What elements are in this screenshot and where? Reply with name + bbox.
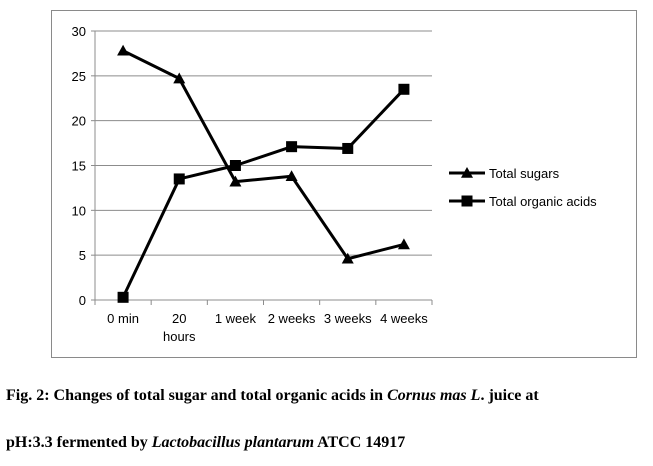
data-point-total-sugars (397, 238, 410, 250)
x-tick-labels: 0 min 20 hours 1 week 2 weeks 3 weeks 4 weeks (107, 311, 428, 344)
data-point-total-organic-acids (173, 173, 185, 185)
data-point-total-sugars (117, 44, 130, 56)
data-point-total-organic-acids (398, 83, 410, 95)
x-tick-label: 20 hours (163, 311, 196, 344)
x-tick-label: 2 weeks (268, 311, 316, 326)
axes (91, 30, 433, 305)
legend-label-total-sugars: Total sugars (489, 166, 560, 181)
line-chart: 0 5 10 15 20 25 30 0 min 20 hours 1 week 2 weeks 3 … (72, 24, 598, 344)
y-tick-label: 5 (79, 248, 86, 263)
y-tick-labels: 0 5 10 15 20 25 30 (72, 24, 86, 308)
caption-organism: Lactobacillus plantarum (151, 434, 315, 451)
grid-lines (95, 30, 432, 256)
data-point-total-sugars (341, 252, 354, 264)
caption-line-1: Fig. 2: Changes of total sugar and total… (6, 372, 646, 419)
data-point-total-sugars (285, 170, 298, 182)
x-tick-label: 1 week (215, 311, 257, 326)
caption-line-2: pH:3.3 fermented by Lactobacillus planta… (6, 419, 646, 466)
legend: Total sugars Total organic acids (449, 166, 597, 209)
y-tick-label: 30 (72, 24, 86, 39)
data-point-total-organic-acids (286, 141, 298, 153)
figure-caption: Fig. 2: Changes of total sugar and total… (6, 372, 646, 466)
series-line-total-sugars (122, 49, 405, 261)
caption-text: ATCC 14917 (314, 434, 406, 451)
legend-label-total-organic-acids: Total organic acids (489, 194, 597, 209)
data-point-total-sugars (229, 175, 242, 187)
y-tick-label: 20 (72, 114, 86, 129)
y-tick-label: 0 (79, 293, 86, 308)
data-point-total-sugars (173, 72, 186, 84)
y-tick-label: 25 (72, 69, 86, 84)
chart-frame: 0 5 10 15 20 25 30 0 min 20 hours 1 week 2 weeks 3 … (51, 10, 637, 358)
data-point-total-organic-acids (229, 160, 241, 171)
caption-species: Cornus mas L (387, 387, 481, 404)
y-tick-label: 15 (72, 159, 86, 174)
y-tick-label: 10 (72, 203, 86, 218)
x-tick-label: 3 weeks (324, 311, 372, 326)
caption-text: pH:3.3 fermented by (6, 434, 152, 451)
legend-marker-total-organic-acids (461, 195, 473, 207)
series (117, 44, 410, 303)
caption-text: Fig. 2: Changes of total sugar and total… (6, 387, 388, 404)
legend-marker-total-sugars (461, 167, 473, 178)
series-line-total-organic-acids (121, 88, 406, 298)
data-point-total-organic-acids (117, 291, 129, 303)
x-tick-label: 4 weeks (380, 311, 428, 326)
caption-text: . juice at (480, 387, 539, 404)
data-point-total-organic-acids (342, 142, 354, 154)
x-tick-label: 0 min (107, 311, 139, 326)
